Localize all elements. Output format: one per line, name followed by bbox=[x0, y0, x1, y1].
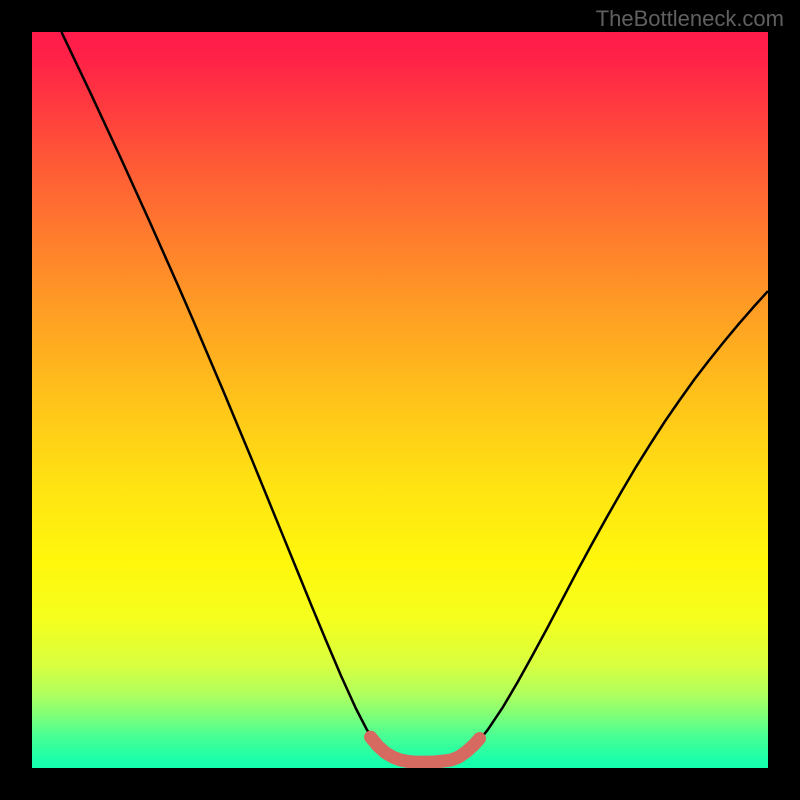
bottleneck-curve bbox=[61, 32, 768, 762]
curve-layer bbox=[32, 32, 768, 768]
optimal-range-highlight bbox=[371, 737, 480, 762]
attribution-text: TheBottleneck.com bbox=[596, 6, 784, 32]
outer-frame: TheBottleneck.com bbox=[0, 0, 800, 800]
plot-area bbox=[32, 32, 768, 768]
